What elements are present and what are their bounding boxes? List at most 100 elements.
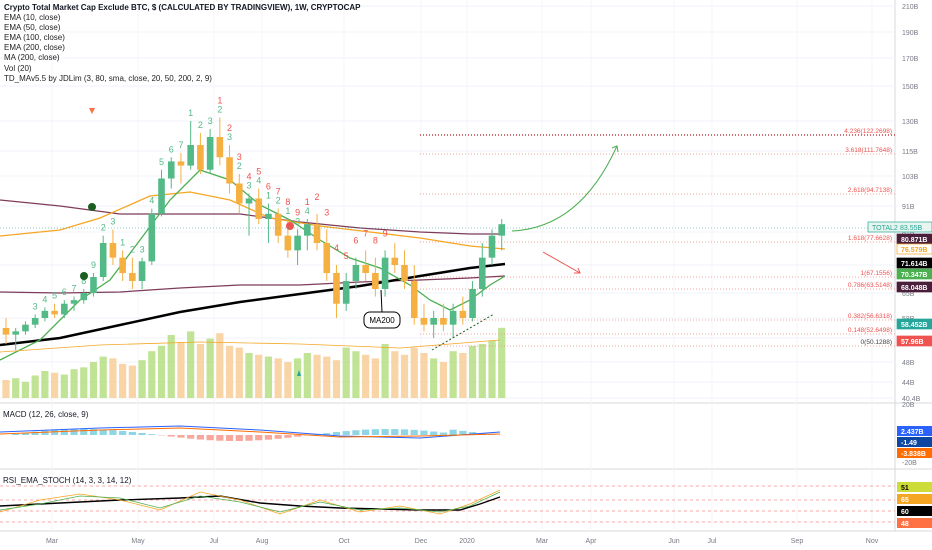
vol-ma-line (0, 339, 501, 353)
macd-histogram-bar (430, 431, 438, 435)
volume-bar (206, 338, 214, 398)
candle-body (235, 183, 243, 204)
candle-body (362, 265, 369, 273)
rsi-value-badge (897, 482, 932, 492)
macd-histogram-bar (177, 435, 185, 438)
candle-body (158, 178, 165, 214)
macd-histogram-bar (148, 434, 156, 435)
td-count-label: 3 (110, 216, 115, 226)
td-count-label: 2 (198, 120, 203, 130)
macd-histogram-bar (187, 435, 195, 439)
rsi-value-label: 51 (901, 485, 909, 492)
candle-body (22, 324, 29, 332)
indicator-volume: Vol (20) (4, 63, 32, 73)
macd-histogram-bar (410, 429, 418, 435)
fib-label: 1.618(77.6628) (848, 235, 892, 242)
stoch-d-line (0, 491, 501, 513)
volume-bar (12, 378, 20, 398)
volume-bar (381, 344, 389, 398)
volume-bar (284, 362, 292, 398)
macd-histogram-bar (12, 433, 20, 435)
candles (2, 117, 506, 350)
td-count-label: 9 (295, 207, 300, 217)
td-count-label: 3 (295, 216, 300, 226)
price-badge-label: 70.347B (901, 272, 927, 279)
volume-bar (488, 340, 496, 398)
volume-bar (439, 362, 447, 398)
macd-histogram-bar (391, 429, 399, 435)
td-count-label: 9 (383, 228, 388, 238)
candle-body (478, 257, 486, 289)
volume-bar (80, 367, 88, 398)
price-badge (896, 281, 932, 293)
volume-bar (255, 354, 263, 398)
candle-body (430, 318, 437, 325)
symbol-title: Crypto Total Market Cap Exclude BTC, $ (… (4, 3, 361, 12)
td-count-label: 4 (256, 176, 261, 186)
volume-bar (274, 358, 282, 398)
rsi-value-badge (897, 494, 932, 504)
volume-bar (157, 345, 166, 398)
callout-label: MA200 (369, 316, 395, 325)
macd-histogram-bar (352, 430, 360, 435)
macd-histogram-bar (225, 435, 234, 441)
td-count-label: 4 (149, 196, 154, 206)
price-tick-label: 48B (902, 360, 915, 367)
volume-bar (128, 365, 136, 398)
callout-pointer (380, 289, 383, 313)
fib-levels: 4.236(122.2698) 3.618(111.7648) 2.618(94.7… (420, 128, 895, 347)
candle-body (12, 331, 20, 335)
td-count-label: 1 (266, 191, 271, 201)
td-count-label: 1 (120, 237, 125, 247)
volume-bar (89, 362, 98, 398)
price-badge-value: 83.55B (900, 225, 923, 232)
time-tick-label: Aug (256, 538, 269, 545)
macd-histogram-bar (332, 432, 341, 435)
volume-bar (235, 347, 243, 398)
td-count-label: 3 (237, 152, 242, 162)
volume-bar (196, 344, 204, 398)
price-tick-label: 81B (902, 230, 915, 237)
macd-histogram-bar (60, 429, 68, 435)
candle-body (498, 224, 506, 236)
td-count-label: 5 (52, 291, 57, 301)
rsi-value-badge (897, 506, 932, 516)
time-tick-label: Jul (210, 538, 219, 545)
td-count-label: 9 (91, 260, 96, 270)
rsi-value-label: 48 (901, 521, 909, 528)
macd-histogram-bar (21, 432, 30, 435)
volume-bar (119, 363, 127, 398)
candle-body (167, 161, 175, 179)
indicator-ema50: EMA (50, close) (4, 23, 61, 33)
volume-bar (498, 327, 506, 398)
volume-bar (177, 342, 185, 398)
fib-label: 3.618(111.7648) (845, 147, 892, 154)
candle-body (323, 243, 331, 273)
time-tick-label: 2020 (459, 538, 475, 545)
macd-label: MACD (12, 26, close, 9) (3, 410, 89, 419)
td-count-label: 3 (227, 132, 232, 142)
time-tick-label: May (131, 538, 145, 545)
candle-body (138, 261, 146, 281)
td-count-label: 6 (62, 287, 67, 297)
macd-histogram-bar (420, 430, 428, 435)
td-count-label: 3 (33, 301, 38, 311)
macd-histogram-bar (70, 429, 78, 435)
candle-body (129, 273, 136, 281)
volume-bar (294, 358, 302, 398)
candle-body (304, 224, 311, 236)
candle-body (109, 243, 117, 258)
buy-triangle-marker (297, 370, 301, 376)
candle-body (265, 213, 272, 219)
time-tick-label: Oct (339, 538, 350, 545)
volume-bar (459, 353, 467, 398)
arrow-head-icon (611, 145, 619, 153)
fib-label: 1(67.1556) (861, 270, 892, 277)
td-count-label: 4 (334, 243, 339, 253)
price-badge (896, 257, 932, 269)
macd-histogram-bar (138, 432, 146, 435)
candle-body (294, 235, 301, 251)
macd-histogram-bar (264, 435, 273, 440)
time-tick-label: Nov (866, 538, 879, 545)
